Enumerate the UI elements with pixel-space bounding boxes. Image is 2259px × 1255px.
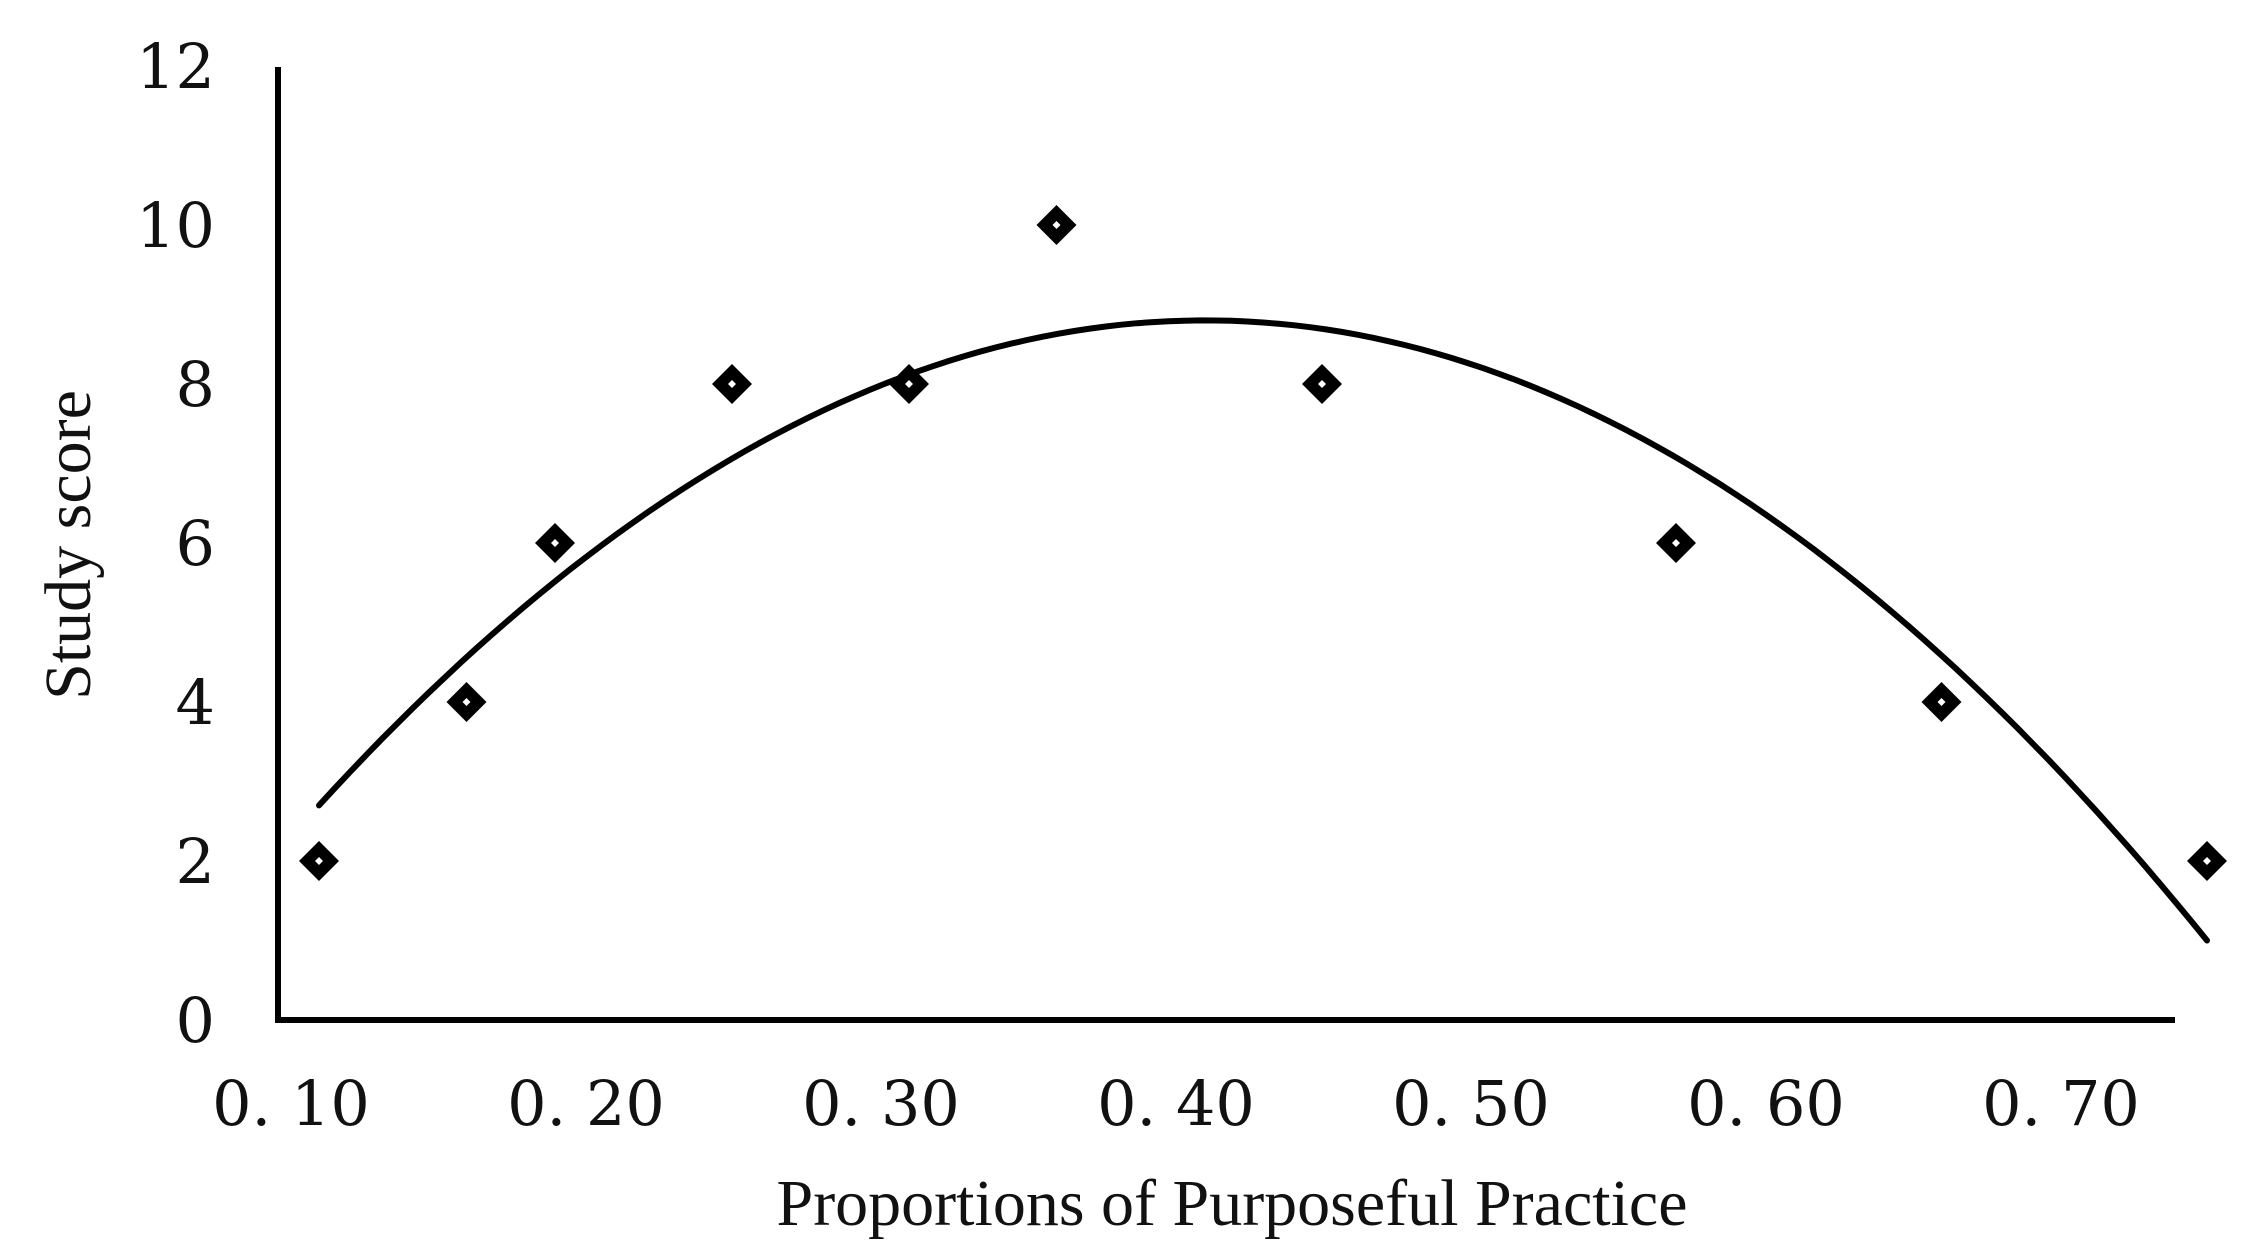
data-point-center (315, 857, 323, 865)
data-point (889, 364, 929, 404)
data-point (2187, 841, 2227, 881)
data-point-center (728, 380, 736, 388)
data-point-center (1318, 380, 1326, 388)
x-axis-title: Proportions of Purposeful Practice (776, 1167, 1687, 1240)
x-tick-label: 0. 20 (507, 1067, 665, 1140)
data-point-center (1672, 539, 1680, 547)
y-tick-label: 4 (176, 666, 215, 739)
x-tick-label: 0. 10 (212, 1067, 370, 1140)
x-tick-label: 0. 40 (1097, 1067, 1255, 1140)
data-point (1302, 364, 1342, 404)
data-points (299, 205, 2227, 881)
data-point-center (1937, 698, 1946, 706)
y-tick-label: 0 (176, 984, 215, 1057)
data-point-center (905, 380, 913, 388)
y-tick-label: 12 (136, 30, 215, 103)
x-tick-label: 0. 50 (1392, 1067, 1550, 1140)
data-point (1921, 682, 1962, 722)
data-point (446, 682, 487, 722)
y-axis-title: Study score (32, 390, 105, 700)
data-point (1036, 205, 1077, 245)
x-tick-labels: 0. 100. 200. 300. 400. 500. 600. 700. 80 (212, 1067, 2140, 1140)
x-tick-label: 0. 30 (802, 1067, 960, 1140)
data-point-center (462, 698, 471, 706)
y-tick-labels: 0 2 4 6 8 10 12 (136, 30, 215, 1057)
data-point (299, 841, 339, 881)
data-point (535, 523, 575, 563)
y-tick-label: 2 (176, 825, 215, 898)
trendline (316, 317, 2210, 944)
data-point-center (2203, 857, 2211, 865)
data-point-center (551, 539, 559, 547)
data-point-center (1052, 221, 1061, 229)
x-tick-label: 0. 70 (1982, 1067, 2140, 1140)
data-point (1656, 523, 1696, 563)
y-tick-label: 6 (176, 507, 215, 580)
y-tick-label: 10 (136, 189, 215, 262)
data-point (712, 364, 752, 404)
y-tick-label: 8 (176, 348, 215, 421)
x-tick-label: 0. 60 (1687, 1067, 1845, 1140)
